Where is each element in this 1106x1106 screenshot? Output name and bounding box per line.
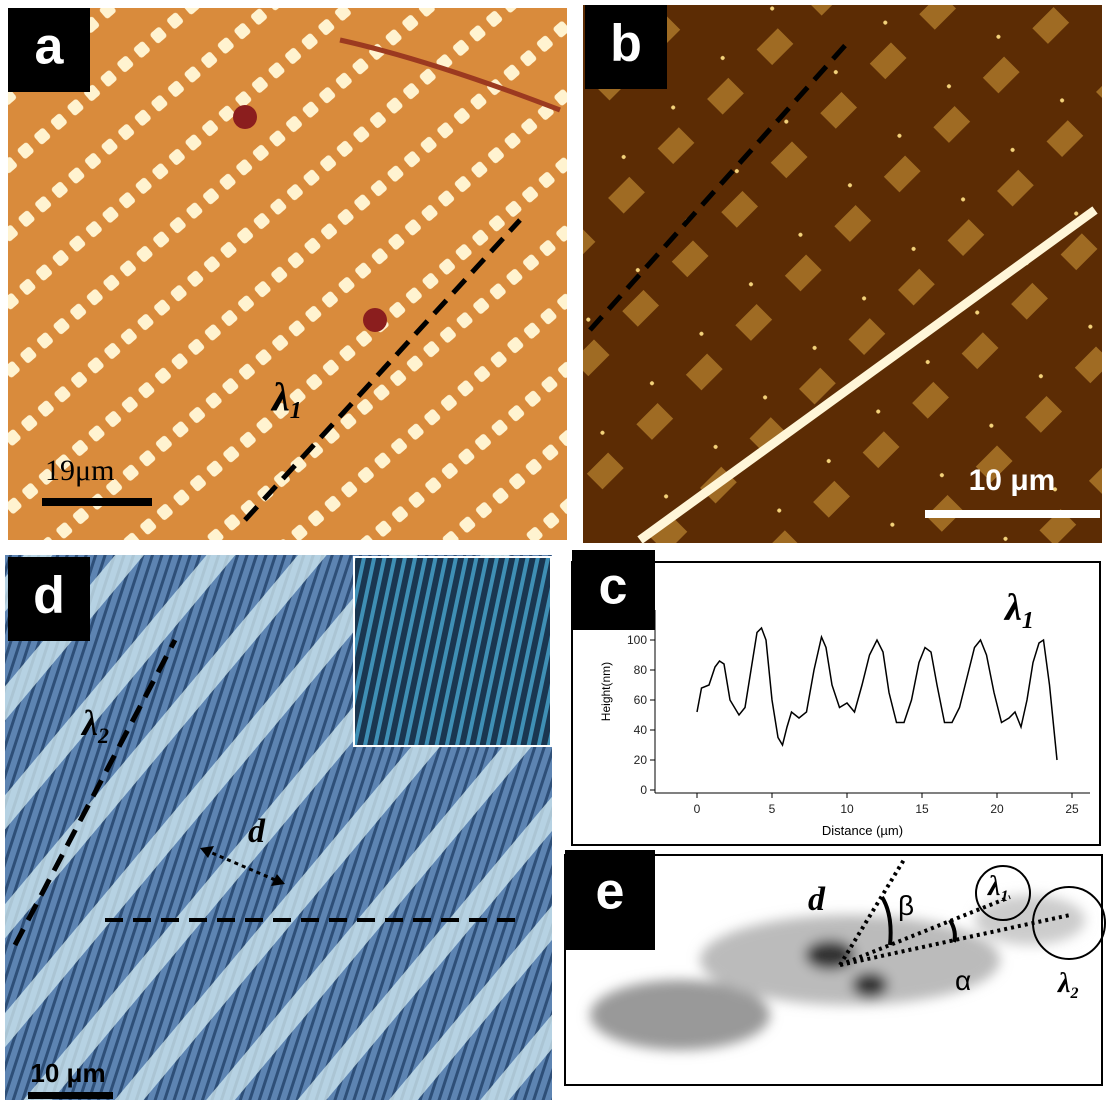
y-tick-label: 100	[627, 633, 647, 647]
panel-label: b	[610, 15, 642, 73]
figure: a λ1 19μm b 10 μm d d λ2 10 μm c 0204060…	[0, 0, 1106, 1106]
subscript: 2	[1069, 985, 1078, 1002]
subscript: 1	[290, 398, 302, 424]
y-tick-label: 20	[634, 753, 648, 767]
subscript: 2	[97, 723, 109, 748]
symbol: λ	[1003, 587, 1022, 629]
scale-bar	[42, 498, 152, 506]
angle-label: β	[898, 890, 914, 921]
scale-label: 19μm	[45, 454, 114, 487]
x-tick-label: 25	[1065, 802, 1079, 816]
center-label: d	[808, 881, 826, 918]
x-tick-label: 10	[840, 802, 854, 816]
panel-label: d	[33, 567, 65, 625]
subscript: 1	[1022, 608, 1034, 634]
scale-bar	[28, 1092, 113, 1099]
x-axis-label: Distance (µm)	[822, 823, 903, 838]
x-tick-label: 5	[769, 802, 776, 816]
y-axis-label: Height(nm)	[599, 662, 613, 721]
defect	[233, 105, 257, 129]
arrow-label: d	[248, 813, 266, 850]
y-tick-label: 40	[634, 723, 648, 737]
x-tick-label: 15	[915, 802, 929, 816]
x-tick-label: 0	[694, 802, 701, 816]
panel-label: e	[596, 863, 625, 921]
y-tick-label: 80	[634, 663, 648, 677]
x-tick-label: 20	[990, 802, 1004, 816]
defect	[363, 308, 387, 332]
inset	[354, 557, 551, 746]
symbol: λ	[80, 703, 98, 743]
panel-label: c	[599, 558, 628, 616]
angle-label: α	[955, 965, 971, 996]
symbol: λ	[1057, 968, 1070, 999]
scale-label: 10 μm	[969, 464, 1056, 497]
symbol: λ	[987, 871, 1000, 902]
subscript: 1	[1000, 888, 1008, 905]
y-tick-label: 0	[640, 783, 647, 797]
panel-label: a	[35, 18, 65, 76]
symbol: λ	[270, 374, 290, 419]
scale-label: 10 μm	[30, 1058, 105, 1088]
scale-bar	[925, 510, 1100, 518]
y-tick-label: 60	[634, 693, 648, 707]
